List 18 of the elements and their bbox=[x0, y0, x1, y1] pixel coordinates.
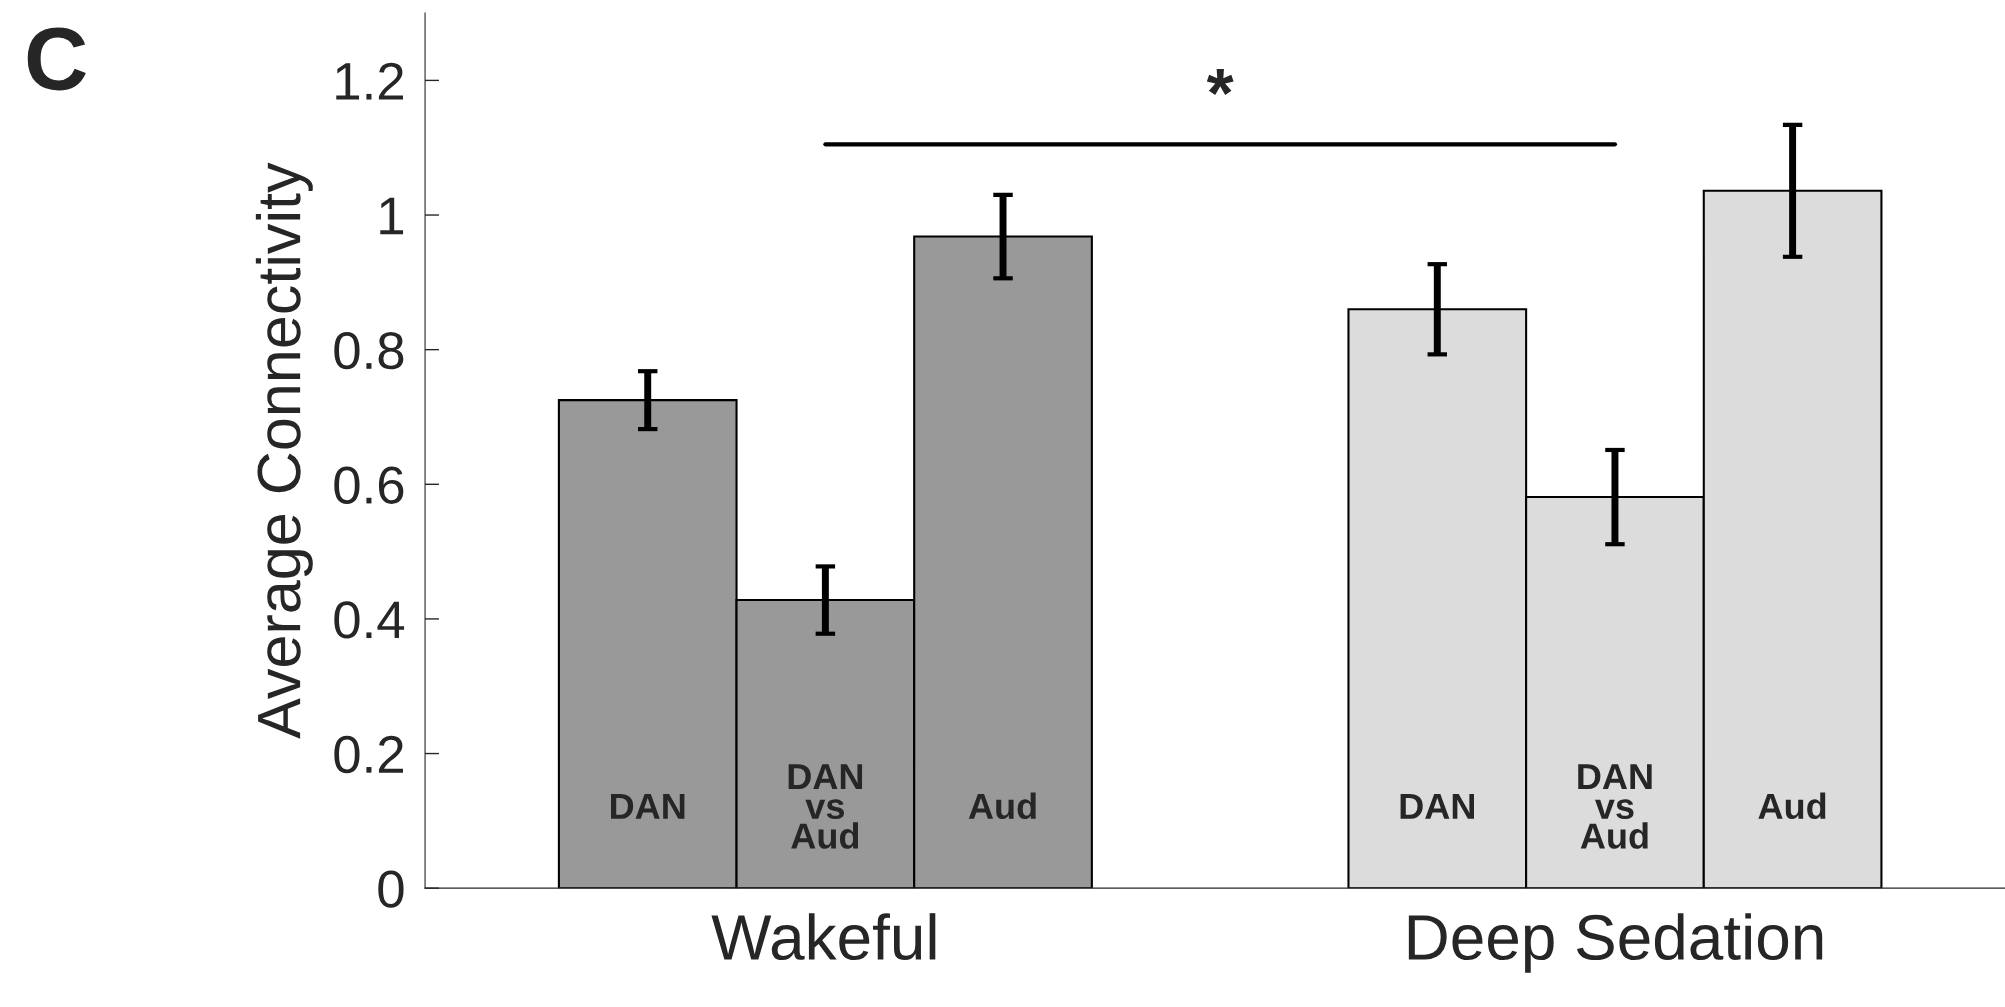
y-tick-label: 0.2 bbox=[334, 735, 403, 774]
series-label: DAN bbox=[1400, 793, 1474, 819]
x-tick-label: Wakeful bbox=[711, 913, 936, 961]
y-tick-label: 1.2 bbox=[336, 62, 403, 100]
text: Aud bbox=[1758, 792, 1826, 820]
y-tick-label: 1 bbox=[380, 197, 404, 235]
y-tick-label: 0 bbox=[378, 870, 404, 908]
y-axis-title: Average Connectivity bbox=[255, 162, 313, 739]
text: DAN vs Aud bbox=[1578, 764, 1652, 849]
series-label: DAN vs Aud bbox=[788, 764, 863, 849]
y-tick-label: 0.4 bbox=[334, 601, 405, 639]
series-label: Aud bbox=[968, 792, 1036, 820]
text: C bbox=[27, 27, 86, 91]
text: DAN bbox=[611, 793, 685, 819]
x-tick-label: Deep Sedation bbox=[1408, 913, 1823, 973]
y-tick-label: 0.8 bbox=[334, 331, 404, 370]
y-tick-label: 0.6 bbox=[334, 466, 404, 504]
annotation: * bbox=[1206, 69, 1234, 95]
